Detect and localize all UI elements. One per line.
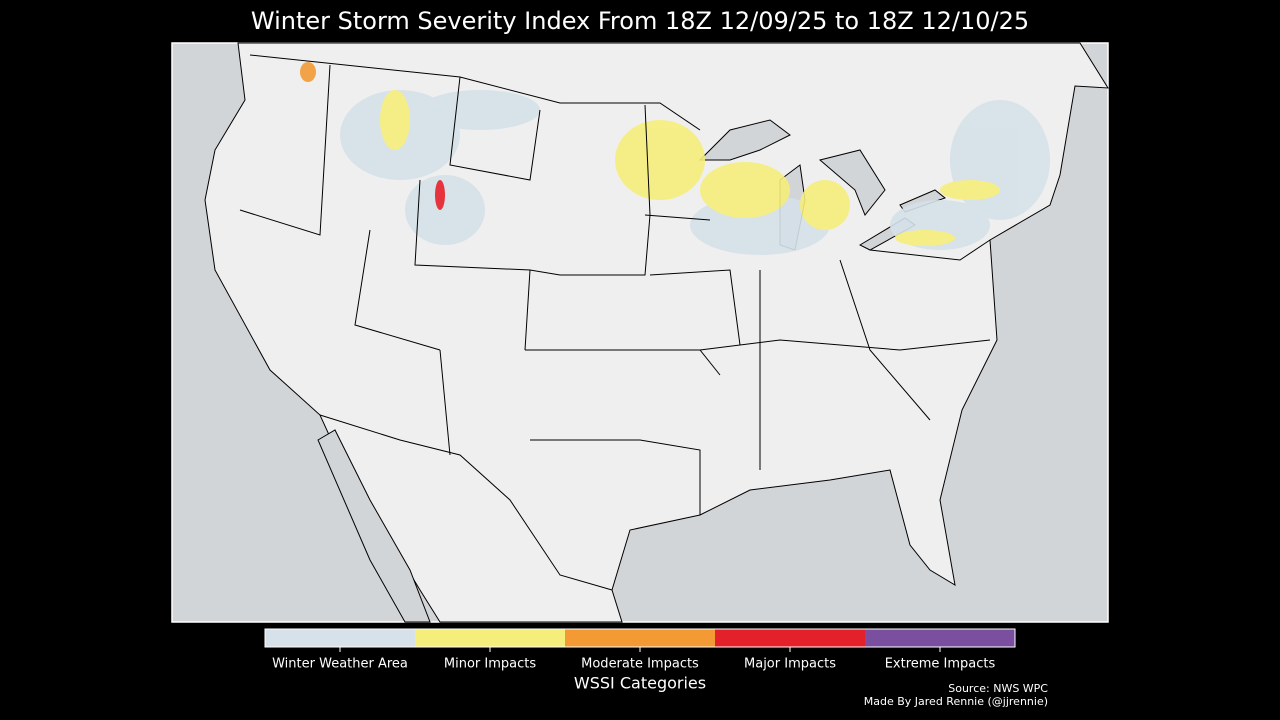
author-credit: Made By Jared Rennie (@jjrennie) — [864, 695, 1048, 708]
gulf-of-california — [317, 429, 431, 623]
source-credit: Source: NWS WPC — [948, 682, 1048, 695]
legend-label: Minor Impacts — [444, 657, 536, 672]
legend-swatch — [415, 629, 565, 647]
map-title: Winter Storm Severity Index From 18Z 12/… — [251, 7, 1029, 35]
map — [171, 42, 1109, 623]
legend-swatch — [265, 629, 415, 647]
impact-areas — [300, 62, 1050, 255]
legend-swatch — [865, 629, 1015, 647]
lake-superior — [698, 119, 791, 161]
legend-title: WSSI Categories — [574, 674, 706, 693]
legend: Winter Weather Area Minor Impacts Moderate… — [264, 628, 1016, 672]
lake-huron — [818, 149, 886, 216]
legend-frame — [264, 628, 1016, 648]
legend-label: Moderate Impacts — [581, 657, 699, 672]
legend-label: Winter Weather Area — [272, 657, 408, 672]
legend-swatch — [565, 629, 715, 647]
legend-swatch — [715, 629, 865, 647]
borders — [239, 54, 991, 591]
legend-label: Major Impacts — [744, 657, 836, 672]
legend-label: Extreme Impacts — [885, 657, 996, 672]
